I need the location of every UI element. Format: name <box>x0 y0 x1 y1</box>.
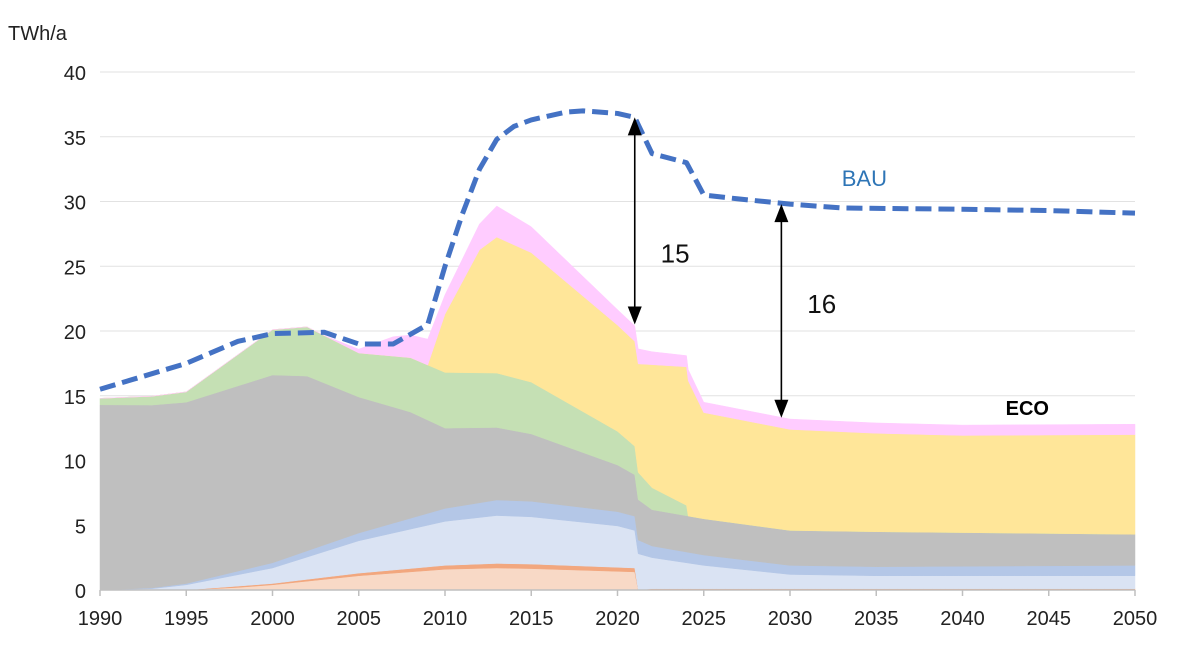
arrow-head-down <box>774 399 789 418</box>
bau-line <box>99 108 1136 392</box>
x-tick-label: 2015 <box>509 608 554 630</box>
arrow-head-up <box>774 204 789 223</box>
difference-arrow-16: 16 <box>774 204 836 418</box>
difference-arrow-15: 15 <box>627 117 690 325</box>
y-axis-unit-label: TWh/a <box>8 23 68 45</box>
x-tick-label: 2000 <box>250 608 295 630</box>
y-tick-label: 30 <box>64 193 86 215</box>
arrow-head-down <box>627 306 642 325</box>
y-tick-label: 15 <box>64 387 86 409</box>
bau-label: BAU <box>842 166 887 191</box>
x-tick-label: 2035 <box>854 608 899 630</box>
x-tick-label: 1990 <box>78 608 123 630</box>
y-tick-label: 10 <box>64 452 86 474</box>
x-tick-label: 2010 <box>423 608 468 630</box>
bau-line-group: BAU ECO <box>99 108 1136 420</box>
y-tick-label: 20 <box>64 322 86 344</box>
area-series-group <box>99 205 1136 591</box>
x-tick-label: 2030 <box>768 608 813 630</box>
y-tick-label: 25 <box>64 257 86 279</box>
x-tick-label: 1995 <box>164 608 209 630</box>
arrow-head-up <box>627 117 642 136</box>
area-series-8 <box>99 205 1136 436</box>
x-tick-label: 2040 <box>940 608 985 630</box>
y-tick-label: 5 <box>75 516 86 538</box>
x-tick-label: 2050 <box>1113 608 1158 630</box>
y-tick-label: 40 <box>64 63 86 85</box>
eco-label: ECO <box>1006 398 1049 420</box>
y-tick-label: 0 <box>75 581 86 603</box>
x-tick-label: 2045 <box>1027 608 1072 630</box>
y-tick-label: 35 <box>64 128 86 150</box>
x-tick-label: 2025 <box>682 608 727 630</box>
difference-label: 16 <box>807 289 836 319</box>
difference-label: 15 <box>661 238 690 268</box>
x-tick-label: 2020 <box>595 608 640 630</box>
x-tick-label: 2005 <box>337 608 382 630</box>
